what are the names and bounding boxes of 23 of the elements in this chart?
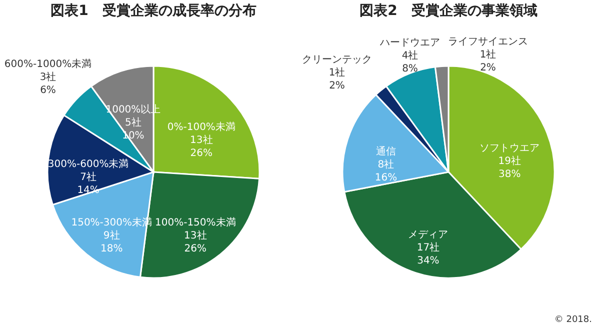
data-label: 13社 26% (190, 134, 213, 160)
chart-title: 図表2 受賞企業の事業領域 (360, 3, 538, 19)
data-label: 8社 16% (374, 158, 398, 184)
slice-label: ソフトウエア (480, 142, 540, 154)
slice-label: 通信 (376, 146, 396, 158)
data-label: 9社 18% (100, 230, 123, 255)
data-label: 1社 2% (480, 48, 496, 74)
data-label: 13社 26% (184, 230, 207, 255)
data-label: 4社 8% (402, 50, 418, 75)
slice-label: 600%-1000%未満 (4, 58, 92, 70)
slice-label: ハードウエア (379, 38, 440, 49)
data-label: 19社 38% (498, 154, 521, 180)
slice-label: 0%-100%未満 (167, 121, 236, 134)
slice-label: クリーンテック (302, 54, 372, 66)
slice-label: メディア (408, 230, 448, 241)
slice-label: ライフサイエンス (448, 36, 528, 48)
text: © 2018. (554, 315, 592, 325)
chart-title: 図表1 受賞企業の成長率の分布 (50, 2, 256, 19)
data-label: 17社 34% (416, 242, 440, 267)
data-label: 3社 6% (40, 70, 56, 96)
data-label: 1社 2% (328, 66, 346, 92)
slice-label: 300%-600%未満 (48, 158, 129, 170)
slice-label: 100%-150%未満 (154, 216, 236, 229)
